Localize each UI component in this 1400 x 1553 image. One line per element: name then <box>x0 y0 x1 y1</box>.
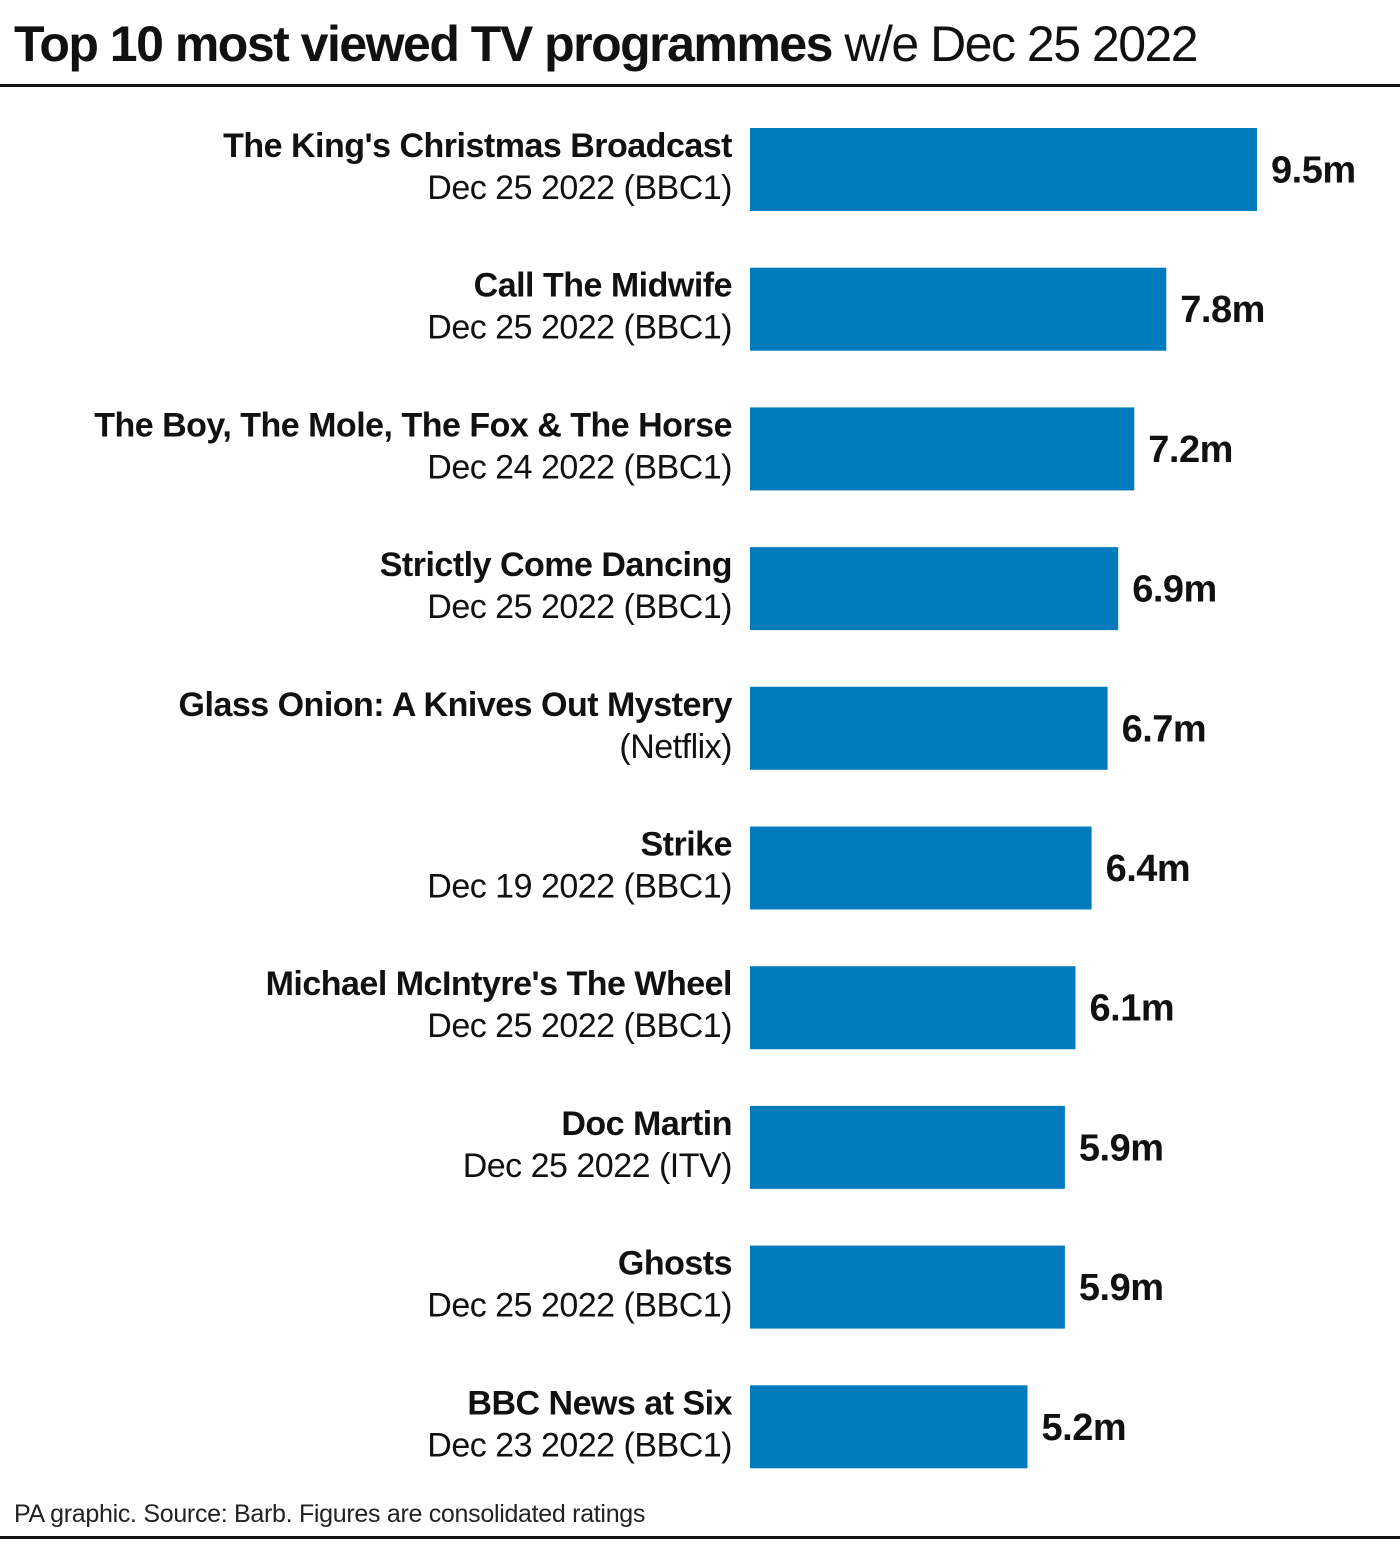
bar <box>750 547 1119 631</box>
bar <box>750 267 1167 351</box>
chart-title: Top 10 most viewed TV programmes w/e Dec… <box>14 14 1394 74</box>
value-label: 5.9m <box>1079 1267 1164 1309</box>
value-label: 6.4m <box>1106 848 1191 890</box>
bar-row: BBC News at Six Dec 23 2022 (BBC1) 5.2m <box>427 1384 1127 1469</box>
bar <box>750 686 1108 770</box>
programme-name: The King's Christmas Broadcast <box>223 127 732 165</box>
bar-row: Strictly Come Dancing Dec 25 2022 (BBC1) 6… <box>380 546 1217 631</box>
value-label: 9.5m <box>1271 150 1356 192</box>
programme-name: Strictly Come Dancing <box>380 546 732 584</box>
value-label: 5.2m <box>1042 1407 1127 1449</box>
programme-date-channel: Dec 19 2022 (BBC1) <box>427 868 732 906</box>
bar <box>750 128 1257 211</box>
bar-row: Glass Onion: A Knives Out Mystery (Netfli… <box>179 686 1207 770</box>
bar-row: Michael McIntyre's The Wheel Dec 25 2022 … <box>266 965 1175 1050</box>
programme-date-channel: Dec 25 2022 (ITV) <box>463 1147 732 1185</box>
bar-row: Doc Martin Dec 25 2022 (ITV) 5.9m <box>463 1105 1164 1189</box>
value-label: 7.8m <box>1180 289 1265 331</box>
value-label: 5.9m <box>1079 1127 1164 1169</box>
bar <box>750 1245 1065 1329</box>
programme-date-channel: Dec 25 2022 (BBC1) <box>427 169 732 207</box>
programme-date-channel: Dec 23 2022 (BBC1) <box>427 1426 732 1464</box>
bar <box>750 1385 1028 1469</box>
bar-row: Strike Dec 19 2022 (BBC1) 6.4m <box>427 826 1191 910</box>
programme-date-channel: (Netflix) <box>619 728 732 766</box>
chart-title-date: w/e Dec 25 2022 <box>844 16 1198 72</box>
programme-name: Glass Onion: A Knives Out Mystery <box>179 686 733 724</box>
programme-name: Michael McIntyre's The Wheel <box>266 965 732 1003</box>
value-label: 6.9m <box>1132 569 1217 611</box>
value-label: 7.2m <box>1148 429 1233 471</box>
programme-name: Strike <box>641 826 733 864</box>
programme-date-channel: Dec 24 2022 (BBC1) <box>427 448 732 486</box>
chart-title-main: Top 10 most viewed TV programmes <box>14 16 833 72</box>
programme-date-channel: Dec 25 2022 (BBC1) <box>427 1287 732 1325</box>
programme-name: BBC News at Six <box>467 1384 732 1422</box>
value-label: 6.7m <box>1122 708 1207 750</box>
programme-date-channel: Dec 25 2022 (BBC1) <box>427 588 732 626</box>
bar <box>750 966 1076 1050</box>
top-rule <box>0 84 1400 87</box>
bar-row: The Boy, The Mole, The Fox & The Horse De… <box>94 406 1233 491</box>
programme-name: Ghosts <box>618 1245 732 1283</box>
bar-row: The King's Christmas Broadcast Dec 25 202… <box>223 127 1356 211</box>
bar-chart: The King's Christmas Broadcast Dec 25 202… <box>94 127 1356 1469</box>
bottom-rule <box>0 1536 1400 1539</box>
bar <box>750 1105 1065 1189</box>
bar <box>750 826 1092 910</box>
value-label: 6.1m <box>1090 988 1175 1030</box>
programme-name: Doc Martin <box>561 1105 732 1143</box>
source-note: PA graphic. Source: Barb. Figures are co… <box>14 1500 646 1528</box>
bar-row: Ghosts Dec 25 2022 (BBC1) 5.9m <box>427 1245 1164 1329</box>
programme-name: The Boy, The Mole, The Fox & The Horse <box>94 406 732 444</box>
programme-name: Call The Midwife <box>474 267 732 305</box>
bar <box>750 407 1135 491</box>
bar-row: Call The Midwife Dec 25 2022 (BBC1) 7.8m <box>427 267 1265 351</box>
programme-date-channel: Dec 25 2022 (BBC1) <box>427 309 732 347</box>
programme-date-channel: Dec 25 2022 (BBC1) <box>427 1007 732 1045</box>
